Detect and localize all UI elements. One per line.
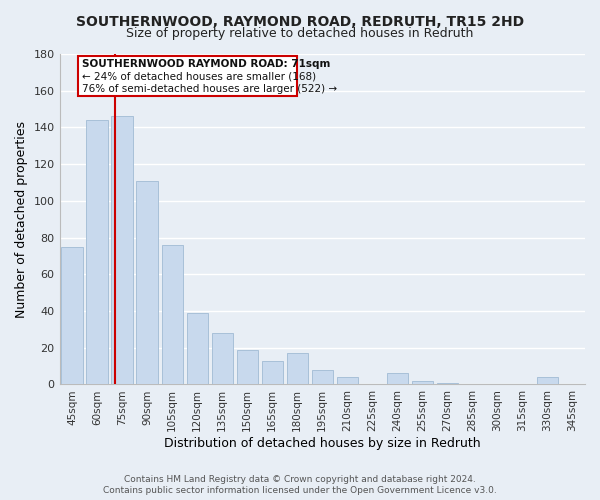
Bar	[337, 377, 358, 384]
FancyBboxPatch shape	[79, 56, 297, 96]
Text: 76% of semi-detached houses are larger (522) →: 76% of semi-detached houses are larger (…	[82, 84, 337, 94]
Bar	[287, 353, 308, 384]
Bar	[212, 333, 233, 384]
Text: Contains HM Land Registry data © Crown copyright and database right 2024.: Contains HM Land Registry data © Crown c…	[124, 475, 476, 484]
Y-axis label: Number of detached properties: Number of detached properties	[15, 120, 28, 318]
Bar	[311, 370, 333, 384]
Bar	[412, 381, 433, 384]
Bar	[161, 245, 183, 384]
Bar	[136, 180, 158, 384]
Bar	[61, 247, 83, 384]
Text: SOUTHERNWOOD, RAYMOND ROAD, REDRUTH, TR15 2HD: SOUTHERNWOOD, RAYMOND ROAD, REDRUTH, TR1…	[76, 15, 524, 29]
X-axis label: Distribution of detached houses by size in Redruth: Distribution of detached houses by size …	[164, 437, 481, 450]
Text: Contains public sector information licensed under the Open Government Licence v3: Contains public sector information licen…	[103, 486, 497, 495]
Text: Size of property relative to detached houses in Redruth: Size of property relative to detached ho…	[127, 28, 473, 40]
Title: SOUTHERNWOOD, RAYMOND ROAD, REDRUTH, TR15 2HD
Size of property relative to detac: SOUTHERNWOOD, RAYMOND ROAD, REDRUTH, TR1…	[0, 499, 1, 500]
Bar	[262, 360, 283, 384]
Text: SOUTHERNWOOD RAYMOND ROAD: 71sqm: SOUTHERNWOOD RAYMOND ROAD: 71sqm	[82, 58, 331, 68]
Bar	[187, 313, 208, 384]
Bar	[537, 377, 558, 384]
Bar	[387, 374, 408, 384]
Bar	[86, 120, 108, 384]
Bar	[112, 116, 133, 384]
Bar	[437, 382, 458, 384]
Bar	[236, 350, 258, 384]
Text: ← 24% of detached houses are smaller (168): ← 24% of detached houses are smaller (16…	[82, 72, 316, 82]
